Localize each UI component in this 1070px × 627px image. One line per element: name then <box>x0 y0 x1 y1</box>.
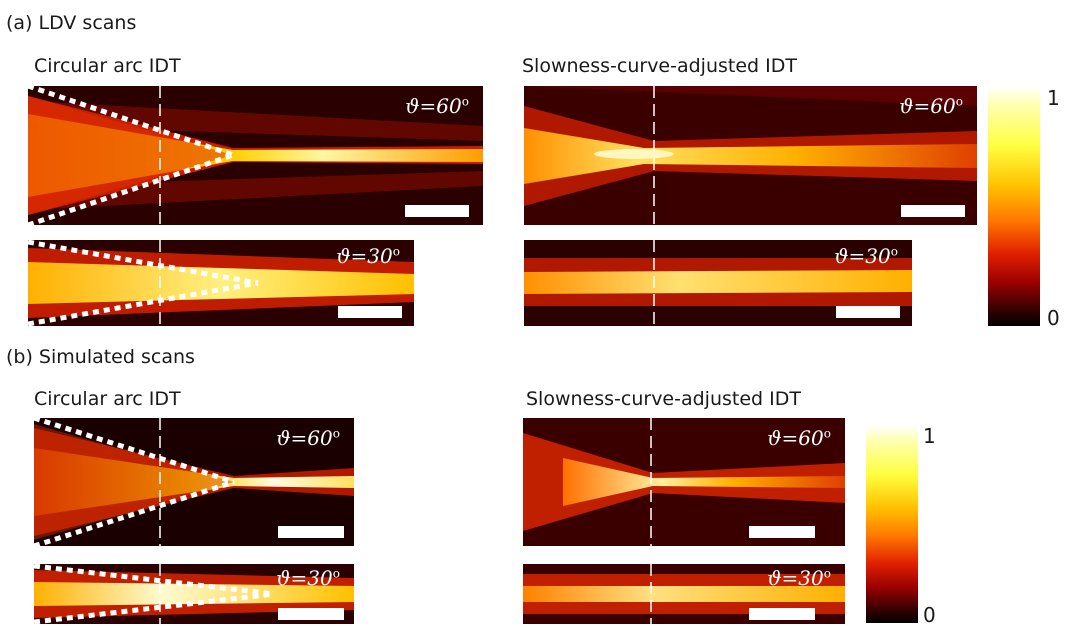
ldv-slowness-30-panel: ϑ=30o <box>524 240 912 326</box>
colorbar-sim-min-label: 0 <box>923 603 936 627</box>
angle-label: ϑ=30o <box>834 244 898 268</box>
angle-label: ϑ=60o <box>276 426 340 450</box>
scale-bar <box>749 526 815 538</box>
colorbar-sim <box>866 425 918 623</box>
scale-bar <box>278 526 344 538</box>
ldv-circular-30-panel: ϑ=30o <box>28 240 414 326</box>
ldv-slowness-60-panel: ϑ=60o <box>524 86 977 225</box>
angle-label: ϑ=60o <box>767 426 831 450</box>
scale-bar <box>405 205 469 217</box>
scale-bar <box>749 608 815 620</box>
sim-circular-30-panel: ϑ=30o <box>34 564 354 624</box>
heatmap <box>523 418 845 546</box>
angle-label: ϑ=30o <box>767 566 831 590</box>
colorbar-sim-max-label: 1 <box>923 424 936 448</box>
ldv-circular-60-panel: ϑ=60o <box>28 86 483 225</box>
sim-slowness-30-panel: ϑ=30o <box>523 564 845 624</box>
scale-bar <box>901 205 965 217</box>
sim-right-title: Slowness-curve-adjusted IDT <box>526 388 801 410</box>
heatmap <box>34 418 354 546</box>
angle-label: ϑ=60o <box>899 94 963 118</box>
scale-bar <box>338 306 402 318</box>
heatmap <box>524 240 912 326</box>
angle-label: ϑ=30o <box>336 244 400 268</box>
colorbar-ldv-max-label: 1 <box>1047 86 1060 110</box>
ldv-left-title: Circular arc IDT <box>34 55 181 77</box>
sim-slowness-60-panel: ϑ=60o <box>523 418 845 546</box>
heatmap <box>28 86 483 225</box>
scale-bar <box>836 306 900 318</box>
angle-label: ϑ=60o <box>405 94 469 118</box>
colorbar-ldv-min-label: 0 <box>1047 306 1060 330</box>
scale-bar <box>278 608 344 620</box>
sim-left-title: Circular arc IDT <box>34 388 181 410</box>
ldv-right-title: Slowness-curve-adjusted IDT <box>522 55 797 77</box>
angle-label: ϑ=30o <box>276 566 340 590</box>
colorbar-ldv <box>988 86 1040 326</box>
sim-circular-60-panel: ϑ=60o <box>34 418 354 546</box>
section-a-heading: (a) LDV scans <box>6 12 137 34</box>
section-b-heading: (b) Simulated scans <box>6 346 195 368</box>
heatmap <box>524 86 977 225</box>
